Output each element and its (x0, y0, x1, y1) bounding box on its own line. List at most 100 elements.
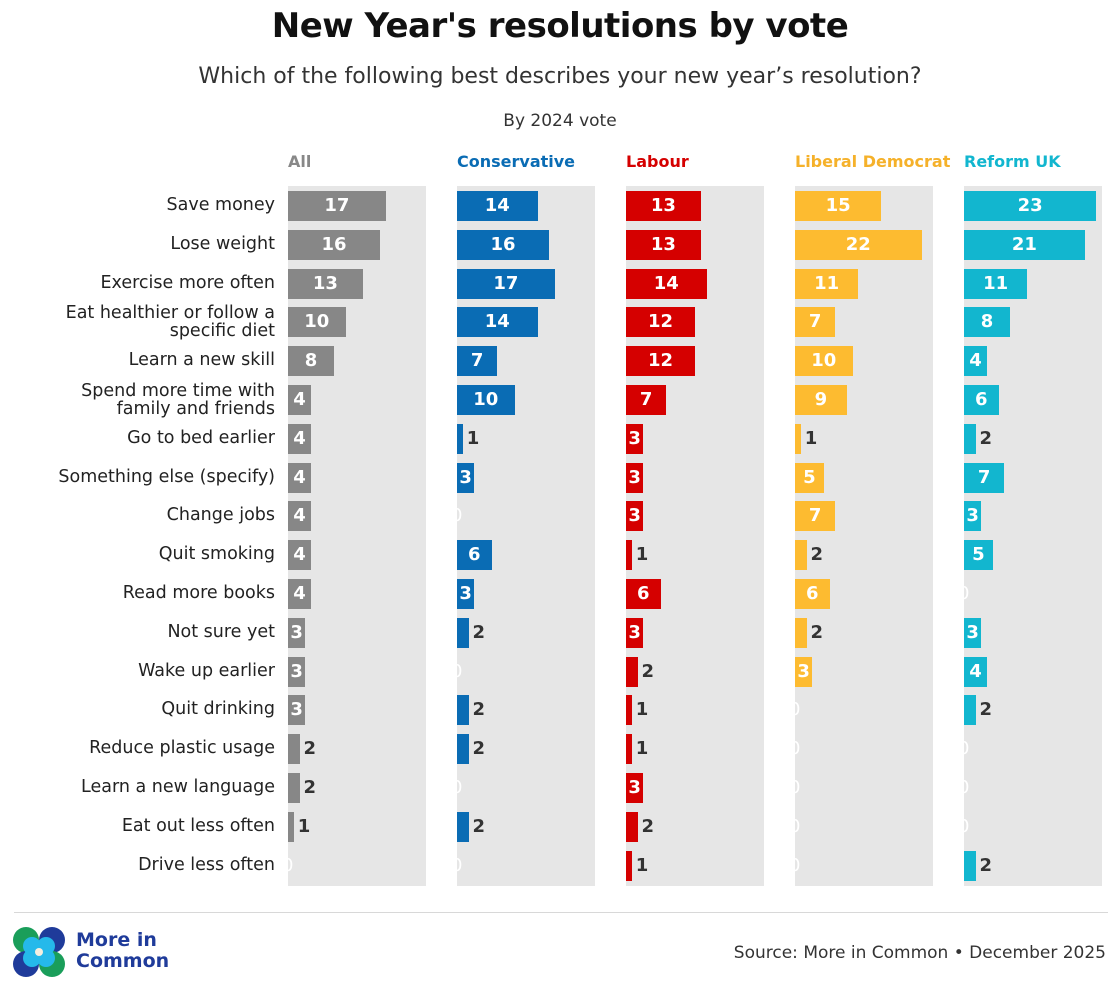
bar (457, 423, 463, 454)
data-label: 6 (805, 583, 819, 604)
data-label: 1 (635, 738, 649, 760)
data-label: 3 (290, 621, 303, 643)
data-label: 0 (795, 773, 800, 803)
data-label: 3 (628, 621, 641, 643)
data-label: 4 (293, 583, 306, 604)
data-label: 16 (490, 233, 516, 255)
bar (964, 540, 993, 571)
data-label: 0 (457, 501, 462, 531)
category-label: Exercise more often (100, 272, 275, 293)
bar (626, 423, 644, 454)
data-label: 9 (814, 389, 828, 410)
series-header-liberal-democrat: Liberal Democrat (795, 152, 951, 171)
bar (288, 656, 306, 687)
data-label: 10 (473, 389, 499, 410)
bar (288, 423, 311, 454)
category-label: Something else (specify) (58, 466, 275, 487)
data-label: 4 (293, 389, 306, 410)
divider (14, 912, 1108, 913)
bar (964, 385, 999, 415)
bar (964, 695, 976, 726)
data-label: 6 (636, 583, 650, 604)
bar (626, 385, 667, 415)
logo-text: More in Common (76, 930, 169, 972)
data-label: 12 (647, 350, 674, 372)
data-label: 11 (983, 272, 1009, 294)
bar (288, 501, 311, 532)
panel-labour: 13 13 14 12 12 7 3 3 3 1 6 3 2 1 1 3 2 1 (626, 186, 764, 886)
series-header-all: All (288, 152, 312, 171)
bar (626, 656, 638, 687)
data-label: 2 (810, 544, 824, 566)
data-label: 7 (808, 311, 822, 333)
bar (288, 734, 300, 765)
bar (626, 773, 644, 803)
data-label: 3 (628, 505, 641, 527)
bar (795, 617, 807, 648)
data-label: 14 (484, 311, 510, 333)
bar (288, 695, 306, 726)
data-label: 10 (811, 350, 837, 372)
data-label: 5 (972, 544, 985, 566)
logo-line1: More in (76, 929, 157, 951)
bar (795, 501, 836, 532)
data-label: 3 (290, 660, 303, 682)
bar (626, 734, 632, 765)
category-label: Learn a new skill (128, 350, 275, 371)
data-label: 2 (979, 699, 993, 721)
bar (288, 346, 334, 377)
data-label: 1 (466, 427, 480, 449)
bar (626, 268, 707, 299)
data-label: 17 (493, 272, 519, 294)
bar (457, 268, 555, 299)
data-label: 2 (979, 427, 993, 449)
bar (626, 346, 695, 377)
bar (288, 385, 311, 415)
category-label: Read more books (122, 583, 275, 603)
bar (795, 656, 813, 687)
data-label: 1 (635, 854, 649, 876)
data-label: 2 (472, 815, 486, 837)
data-label: 6 (974, 389, 988, 410)
bar (795, 191, 882, 221)
data-label: 3 (628, 777, 641, 798)
data-label: 1 (635, 699, 649, 721)
bar (626, 501, 644, 532)
category-label: Not sure yet (167, 621, 275, 642)
bar (457, 695, 469, 726)
category-label: Drive less often (138, 854, 275, 875)
bar (795, 423, 801, 454)
panel-reform-uk: 232111846273503420002 (964, 186, 1102, 886)
data-label: 2 (810, 621, 824, 643)
bar (457, 540, 492, 571)
data-label: 3 (628, 427, 641, 449)
series-header-conservative: Conservative (457, 152, 576, 171)
bar (964, 501, 982, 532)
data-label: 7 (977, 466, 991, 488)
data-label: 10 (304, 311, 330, 333)
bar (457, 462, 475, 493)
data-label: 7 (639, 389, 653, 410)
bar (964, 268, 1028, 299)
data-label: 21 (1011, 233, 1037, 255)
category-label: Eat healthier or follow a specific diet (65, 303, 275, 342)
bar (626, 307, 695, 338)
data-label: 0 (457, 657, 462, 687)
data-label: 0 (795, 812, 800, 842)
data-label: 3 (966, 505, 979, 527)
bar (457, 385, 515, 415)
category-label: Save money (166, 195, 276, 215)
bar (457, 346, 498, 377)
bar (288, 540, 311, 571)
data-label: 16 (321, 233, 347, 255)
bar (795, 579, 830, 609)
category-label: Quit drinking (161, 699, 275, 720)
bar (457, 579, 475, 609)
bar (288, 191, 386, 221)
more-in-common-logo-icon (13, 927, 65, 977)
bar (964, 191, 1097, 221)
data-label: 4 (293, 505, 306, 527)
data-label: 0 (964, 773, 969, 803)
data-label: 4 (293, 466, 306, 488)
